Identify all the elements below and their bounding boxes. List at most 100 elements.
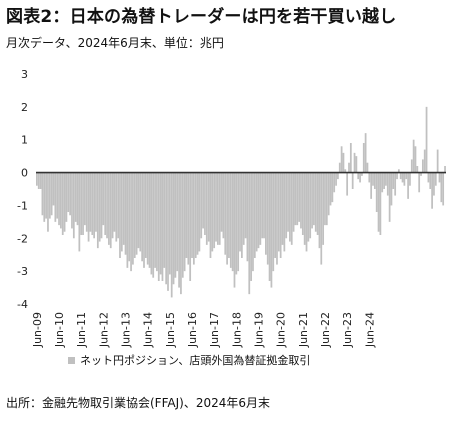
- bar: [172, 172, 175, 285]
- bar: [344, 169, 347, 173]
- bar: [189, 172, 192, 281]
- bar: [228, 172, 230, 258]
- bar: [394, 172, 397, 196]
- bar: [375, 172, 378, 212]
- x-tick-label: Jun-21: [297, 312, 310, 348]
- x-tick-label: Jun-11: [75, 312, 88, 348]
- bar: [235, 172, 238, 275]
- bar: [425, 106, 428, 173]
- bar: [388, 172, 391, 222]
- bar: [296, 172, 299, 226]
- bar: [368, 172, 371, 183]
- bar: [84, 172, 86, 226]
- bar: [96, 172, 99, 249]
- bar: [335, 172, 337, 186]
- bar: [65, 172, 68, 222]
- bar: [362, 143, 365, 173]
- bar: [200, 172, 203, 239]
- bar: [54, 172, 57, 222]
- bar: [89, 172, 92, 232]
- bar: [61, 172, 64, 235]
- bar: [401, 172, 404, 183]
- bar-series: [36, 106, 446, 298]
- bar: [74, 172, 77, 222]
- bar: [257, 172, 260, 249]
- bar: [361, 172, 363, 176]
- bar: [237, 172, 240, 272]
- bar: [87, 172, 90, 242]
- bar: [383, 172, 385, 189]
- bar: [109, 172, 112, 249]
- bar: [407, 172, 409, 199]
- bar: [41, 172, 44, 216]
- bar: [274, 172, 276, 258]
- bar: [100, 172, 103, 239]
- y-tick-label: 1: [21, 134, 28, 147]
- bar: [192, 172, 195, 265]
- bar: [272, 172, 275, 272]
- bar: [379, 172, 382, 235]
- bar: [246, 172, 249, 262]
- bar: [218, 172, 221, 245]
- bar: [318, 172, 321, 249]
- bar: [167, 172, 169, 291]
- bar: [263, 172, 265, 239]
- bar: [211, 172, 214, 252]
- y-tick-label: 0: [21, 167, 28, 180]
- y-tick-label: -3: [17, 265, 28, 278]
- bar: [216, 172, 219, 245]
- bar: [132, 172, 134, 265]
- chart-title: 図表2：日本の為替トレーダーは円を若干買い越し: [6, 7, 397, 27]
- bar: [353, 152, 356, 173]
- bar: [434, 172, 437, 186]
- bar: [370, 172, 373, 199]
- bar: [135, 172, 138, 255]
- bar: [120, 172, 123, 252]
- bar: [102, 172, 105, 226]
- legend-swatch: [68, 357, 75, 364]
- bar: [93, 172, 95, 239]
- bar: [320, 172, 323, 265]
- bar: [113, 172, 116, 232]
- bar: [265, 172, 267, 255]
- bar: [220, 172, 223, 232]
- bar: [377, 172, 380, 232]
- bar: [161, 172, 164, 281]
- bar: [156, 172, 158, 272]
- bar: [213, 172, 216, 249]
- bar: [348, 162, 350, 173]
- bar: [331, 172, 334, 203]
- bar: [174, 172, 177, 278]
- chart-subtitle: 月次データ、2024年6月末、単位：兆円: [6, 36, 224, 50]
- bar: [154, 172, 156, 268]
- y-tick-label: 3: [21, 68, 28, 81]
- y-tick-label: -4: [17, 298, 28, 311]
- bar: [255, 172, 258, 252]
- bar: [191, 172, 193, 258]
- bar: [325, 172, 328, 226]
- bar: [242, 172, 245, 245]
- bar: [157, 172, 160, 281]
- bar: [289, 172, 291, 242]
- bar: [266, 172, 269, 265]
- bar: [349, 143, 352, 173]
- bar: [409, 172, 411, 186]
- bar: [355, 156, 358, 173]
- bar: [165, 172, 168, 285]
- bar: [168, 172, 171, 275]
- x-axis: Jun-09 Jun-10 Jun-11 Jun-12 Jun-13 Jun-14 Jun-…: [31, 312, 376, 348]
- bar: [67, 172, 70, 212]
- bar: [137, 172, 140, 249]
- bar: [56, 172, 59, 219]
- bar: [303, 172, 306, 245]
- bar: [148, 172, 151, 268]
- bar: [181, 172, 184, 278]
- bar: [241, 172, 243, 258]
- bar: [397, 169, 400, 173]
- bar: [281, 172, 284, 245]
- bar: [209, 172, 212, 258]
- bar: [316, 172, 319, 235]
- legend-label: ネット円ポジション、店頭外国為替証拠金取引: [80, 353, 310, 367]
- bar: [133, 172, 136, 258]
- bar: [47, 172, 49, 232]
